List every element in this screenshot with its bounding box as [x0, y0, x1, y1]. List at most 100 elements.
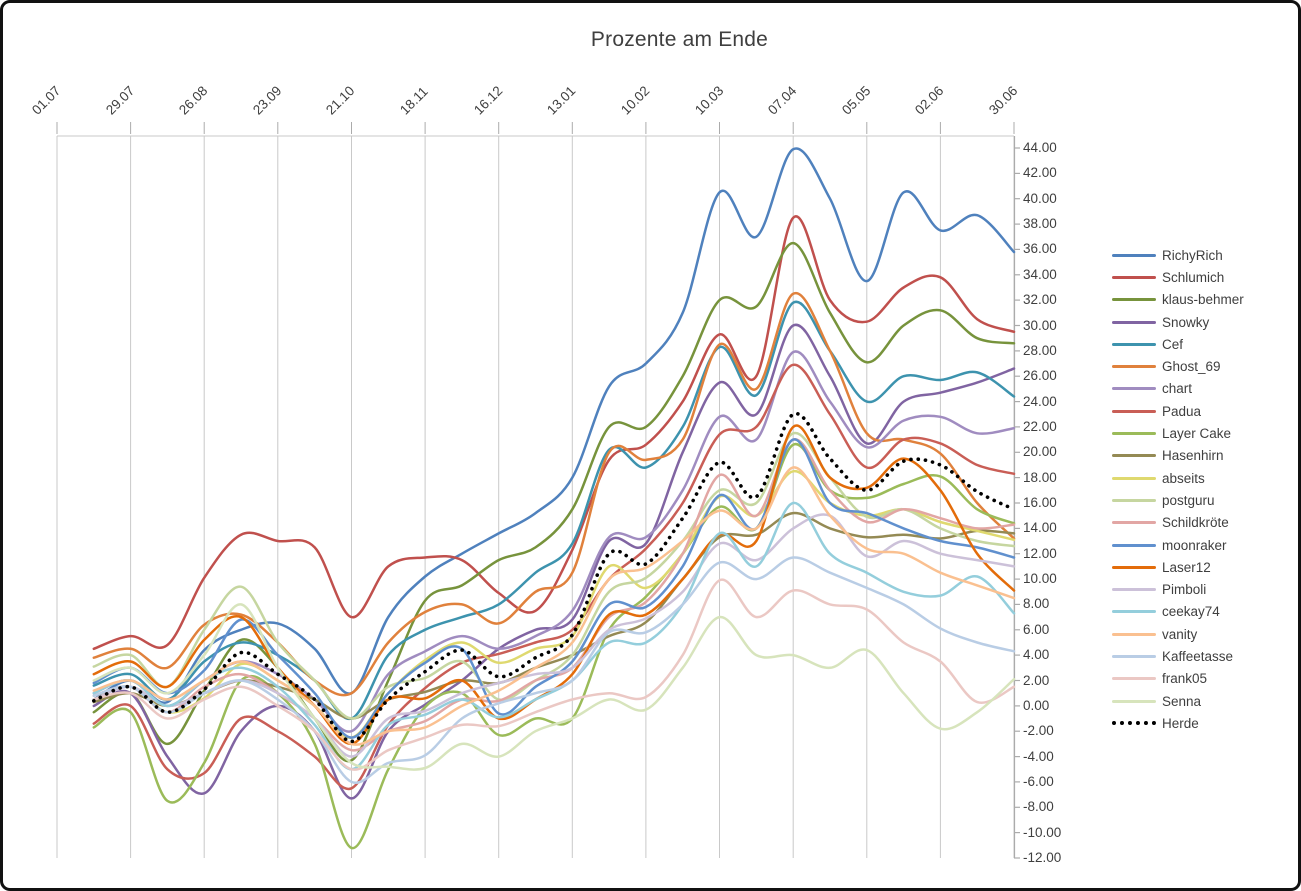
y-tick-label: 42.00 [1023, 165, 1057, 180]
legend-label: Padua [1162, 403, 1202, 419]
legend-line-swatch [1112, 588, 1156, 592]
legend-label: Laser12 [1162, 559, 1211, 575]
legend-item-layer-cake[interactable]: Layer Cake [1112, 422, 1244, 444]
legend-line-swatch [1112, 342, 1156, 346]
series-line-schlumich [92, 215, 1016, 651]
legend-item-abseits[interactable]: abseits [1112, 467, 1244, 489]
legend-line-swatch [1112, 565, 1156, 569]
legend-item-pimboli[interactable]: Pimboli [1112, 578, 1244, 600]
legend-line-swatch [1112, 432, 1156, 436]
legend-item-postguru[interactable]: postguru [1112, 489, 1244, 511]
series-line-chart [92, 350, 1016, 733]
y-tick-label: 30.00 [1023, 318, 1057, 333]
legend-line-swatch [1112, 409, 1156, 413]
legend-item-klaus-behmer[interactable]: klaus-behmer [1112, 289, 1244, 311]
legend-label: Layer Cake [1162, 426, 1232, 442]
series-line-klaus-behmer [92, 241, 1016, 763]
chart-title: Prozente am Ende [590, 28, 769, 51]
legend-item-padua[interactable]: Padua [1112, 400, 1244, 422]
y-tick-label: -6.00 [1023, 774, 1054, 789]
legend-line-swatch [1112, 476, 1156, 480]
legend-label: Hasenhirn [1162, 448, 1224, 464]
legend-label: Ghost_69 [1162, 359, 1221, 375]
legend-label: klaus-behmer [1162, 292, 1244, 308]
legend-item-hasenhirn[interactable]: Hasenhirn [1112, 445, 1244, 467]
legend-item-cef[interactable]: Cef [1112, 333, 1244, 355]
y-tick-label: 32.00 [1023, 292, 1057, 307]
legend-line-swatch [1112, 253, 1156, 257]
legend-item-schildkr-te[interactable]: Schildkröte [1112, 512, 1244, 534]
y-tick-label: 40.00 [1023, 191, 1057, 206]
legend-label: Herde [1162, 715, 1199, 731]
y-tick-label: 18.00 [1023, 470, 1057, 485]
legend-line-swatch [1112, 365, 1156, 369]
legend-label: postguru [1162, 492, 1215, 508]
legend-item-snowky[interactable]: Snowky [1112, 311, 1244, 333]
y-tick-label: 14.00 [1023, 520, 1057, 535]
y-tick-label: -12.00 [1023, 850, 1062, 865]
legend-label: Senna [1162, 693, 1202, 709]
y-tick-label: 10.00 [1023, 571, 1057, 586]
legend-line-swatch [1112, 298, 1156, 302]
legend-item-frank05[interactable]: frank05 [1112, 668, 1244, 690]
legend-label: chart [1162, 381, 1193, 397]
y-tick-label: 24.00 [1023, 394, 1057, 409]
legend-item-senna[interactable]: Senna [1112, 690, 1244, 712]
series-line-richyrich [92, 147, 1016, 704]
series-line-vanity [92, 466, 1016, 746]
y-tick-label: 16.00 [1023, 495, 1057, 510]
legend-label: Snowky [1162, 314, 1210, 330]
y-tick-label: -10.00 [1023, 825, 1062, 840]
legend-label: Cef [1162, 336, 1184, 352]
legend-line-swatch [1112, 275, 1156, 279]
series-line-layer-cake [92, 443, 1016, 850]
legend-line-swatch [1112, 632, 1156, 636]
legend-label: Kaffeetasse [1162, 648, 1234, 664]
legend-item-kaffeetasse[interactable]: Kaffeetasse [1112, 645, 1244, 667]
legend-label: ceekay74 [1162, 604, 1220, 620]
series-line-snowky [92, 323, 1016, 800]
legend-line-swatch [1112, 677, 1156, 681]
series-line-kaffeetasse [92, 556, 1016, 785]
series-line-ghost-69 [92, 292, 1016, 697]
legend-label: moonraker [1162, 537, 1227, 553]
legend-item-ceekay74[interactable]: ceekay74 [1112, 601, 1244, 623]
series-line-herde [92, 411, 1016, 744]
series-line-frank05 [92, 578, 1016, 771]
series-line-senna [92, 603, 1016, 771]
series-line-padua [92, 363, 1016, 791]
y-tick-label: 8.00 [1023, 596, 1050, 611]
y-tick-label: 44.00 [1023, 140, 1057, 155]
y-tick-label: 20.00 [1023, 444, 1057, 459]
legend-item-herde[interactable]: Herde [1112, 712, 1244, 734]
y-tick-label: 12.00 [1023, 546, 1057, 561]
legend-line-swatch [1112, 320, 1156, 324]
legend-item-vanity[interactable]: vanity [1112, 623, 1244, 645]
series-line-cef [92, 300, 1016, 720]
legend-item-ghost-69[interactable]: Ghost_69 [1112, 355, 1244, 377]
legend-item-moonraker[interactable]: moonraker [1112, 534, 1244, 556]
legend-line-swatch [1112, 543, 1156, 547]
legend-label: Pimboli [1162, 582, 1207, 598]
legend-item-laser12[interactable]: Laser12 [1112, 556, 1244, 578]
y-tick-label: 0.00 [1023, 698, 1050, 713]
legend-label: RichyRich [1162, 247, 1223, 263]
legend-item-richyrich[interactable]: RichyRich [1112, 244, 1244, 266]
legend-label: Schildkröte [1162, 515, 1229, 531]
legend-line-swatch [1112, 610, 1156, 614]
legend-line-swatch [1112, 721, 1156, 726]
series-lines [92, 147, 1016, 850]
y-axis [1013, 136, 1020, 859]
series-line-abseits [92, 470, 1016, 739]
legend-item-schlumich[interactable]: Schlumich [1112, 266, 1244, 288]
legend-label: vanity [1162, 626, 1198, 642]
y-tick-label: 38.00 [1023, 216, 1057, 231]
y-tick-label: 6.00 [1023, 622, 1050, 637]
y-tick-label: 2.00 [1023, 673, 1050, 688]
legend-label: Schlumich [1162, 269, 1225, 285]
legend: RichyRich Schlumich klaus-behmer Snowky Cef G… [1112, 244, 1244, 735]
legend-line-swatch [1112, 699, 1156, 703]
legend-item-chart[interactable]: chart [1112, 378, 1244, 400]
